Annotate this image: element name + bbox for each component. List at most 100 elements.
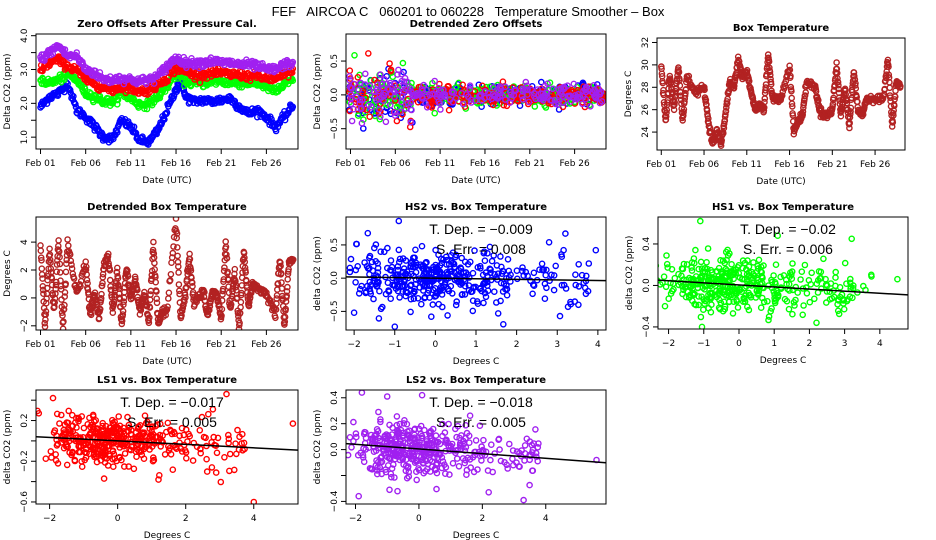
- data-point: [370, 244, 378, 252]
- data-point-box: [62, 280, 69, 288]
- data-point-ls2: [579, 100, 586, 108]
- data-point-box: [174, 258, 182, 266]
- data-point-ls2: [587, 103, 594, 110]
- data-point: [396, 294, 403, 301]
- data-point: [785, 305, 793, 313]
- data-point-ls1: [359, 87, 367, 95]
- data-point-box: [232, 277, 239, 285]
- data-point: [542, 271, 550, 279]
- data-point: [346, 264, 354, 272]
- data-point-ls2: [394, 71, 401, 78]
- data-point-ls2: [544, 80, 551, 87]
- data-point: [578, 271, 586, 279]
- data-point-box: [188, 279, 196, 286]
- data-point-box: [38, 271, 46, 278]
- data-point-box: [41, 319, 49, 327]
- data-point-box: [56, 253, 63, 261]
- data-point: [743, 275, 751, 283]
- data-point: [407, 259, 415, 267]
- data-point-box: [681, 98, 688, 105]
- data-point-box: [98, 282, 106, 290]
- data-point-outlier: [545, 238, 553, 246]
- data-point: [723, 292, 730, 299]
- x-tick-label: Feb 06: [71, 159, 102, 169]
- data-points: [658, 51, 904, 149]
- data-point-box: [114, 264, 121, 272]
- data-point-hs1: [531, 103, 539, 110]
- data-point: [538, 260, 546, 268]
- data-point-box: [38, 256, 45, 264]
- x-tick-label: Feb 01: [335, 159, 365, 169]
- data-point: [706, 293, 714, 301]
- data-point-box: [119, 307, 127, 315]
- data-point-ls2: [41, 57, 48, 65]
- data-point-outlier: [391, 323, 399, 330]
- data-point: [716, 296, 723, 304]
- data-point-ls2: [394, 87, 402, 94]
- data-point-ls2: [422, 100, 429, 107]
- data-point-box: [235, 325, 243, 330]
- data-point: [850, 282, 857, 289]
- x-tick-label: 4: [595, 340, 601, 350]
- data-point-ls2: [534, 86, 541, 93]
- data-point: [815, 268, 823, 275]
- data-point-box: [767, 71, 774, 79]
- data-point-box: [787, 83, 795, 91]
- data-point-box: [68, 261, 75, 269]
- data-point-box: [222, 238, 229, 245]
- data-point-box: [106, 276, 114, 284]
- data-point-box: [51, 299, 59, 306]
- y-axis-label: Delta CO2 (ppm): [3, 53, 13, 129]
- y-tick-label: 0.5: [330, 238, 340, 252]
- data-point-box: [706, 124, 714, 132]
- data-point: [820, 255, 827, 263]
- data-point-ls2: [522, 78, 530, 86]
- data-point-ls2: [357, 105, 365, 113]
- data-point: [471, 247, 478, 254]
- data-point: [740, 294, 748, 302]
- data-point-box: [218, 312, 225, 320]
- data-point: [764, 297, 771, 305]
- data-point: [529, 290, 536, 298]
- chart-title: HS2 vs. Box Temperature: [405, 202, 547, 213]
- data-point-ls2: [380, 97, 387, 104]
- data-point-ls1: [39, 67, 46, 75]
- data-point: [823, 299, 830, 306]
- data-point-box: [761, 95, 769, 102]
- data-point: [497, 253, 504, 260]
- data-point-box: [53, 261, 61, 268]
- data-point-box: [721, 117, 729, 124]
- data-point-hs2: [538, 78, 545, 86]
- data-point: [558, 253, 566, 261]
- data-point: [465, 274, 473, 281]
- data-point: [771, 297, 779, 305]
- y-tick-label: 3.0: [20, 62, 30, 77]
- data-point-box: [787, 72, 794, 80]
- data-point-box: [236, 319, 243, 327]
- data-point: [753, 287, 761, 295]
- data-point-ls2: [375, 106, 383, 113]
- data-point-ls2: [377, 71, 384, 78]
- chart-title: Box Temperature: [733, 23, 830, 34]
- data-point: [667, 290, 675, 297]
- data-point-box: [850, 69, 858, 76]
- data-point: [550, 286, 558, 294]
- s-err-annotation: S. Err. = 0.008: [436, 241, 526, 257]
- data-point-hs2: [478, 103, 485, 110]
- data-point: [488, 257, 496, 265]
- data-point: [688, 267, 696, 274]
- data-point-box: [83, 263, 90, 271]
- data-point-hs1: [399, 59, 407, 67]
- data-point-box: [722, 111, 729, 118]
- data-point: [546, 277, 553, 285]
- data-point-box: [133, 286, 141, 294]
- data-point-box: [885, 71, 893, 79]
- data-point: [755, 256, 763, 264]
- data-point: [733, 296, 740, 304]
- data-point-ls2: [485, 93, 493, 101]
- data-point-box: [99, 273, 107, 281]
- data-point-ls2: [348, 117, 356, 125]
- data-point-box: [663, 109, 670, 117]
- data-point: [347, 255, 355, 263]
- data-point-box: [147, 291, 154, 298]
